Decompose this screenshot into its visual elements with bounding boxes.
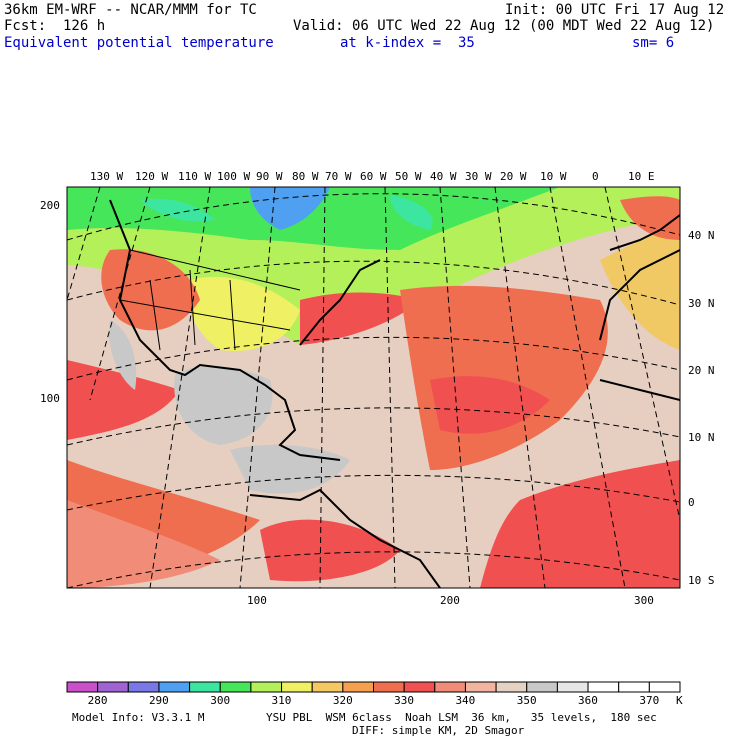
left-tick: 100 xyxy=(40,392,60,405)
legend-label: 350 xyxy=(517,694,537,707)
longitude-labels: 130 W 120 W 110 W 100 W 90 W 80 W 70 W 6… xyxy=(90,170,655,183)
color-legend xyxy=(66,681,681,693)
legend-swatch xyxy=(434,681,466,693)
diffusion-info: DIFF: simple KM, 2D Smagor xyxy=(352,724,525,737)
field-name: Equivalent potential temperature xyxy=(4,35,274,51)
legend-label: 330 xyxy=(394,694,414,707)
latitude-labels: 40 N 30 N 20 N 10 N 0 10 S xyxy=(688,229,715,587)
graticule xyxy=(67,187,680,588)
bottom-tick: 200 xyxy=(440,594,460,607)
init-time: Init: 00 UTC Fri 17 Aug 12 xyxy=(505,2,725,18)
forecast-hour: Fcst: 126 h xyxy=(4,18,106,34)
legend-swatch xyxy=(281,681,313,693)
legend-swatch xyxy=(158,681,191,693)
theta-e-field xyxy=(67,187,680,588)
legend-label: 320 xyxy=(333,694,353,707)
political-boundaries xyxy=(119,249,301,351)
lon-label: 100 W xyxy=(217,170,250,183)
legend-swatch xyxy=(526,681,558,693)
legend-label: 360 xyxy=(578,694,598,707)
lon-label: 10 E xyxy=(628,170,655,183)
smoothing: sm= 6 xyxy=(632,35,675,51)
legend-label: 280 xyxy=(88,694,108,707)
model-title: 36km EM-WRF -- NCAR/MMM for TC xyxy=(4,2,257,18)
lon-label: 10 W xyxy=(540,170,567,183)
legend-swatch xyxy=(618,681,650,693)
legend-swatch xyxy=(373,681,405,693)
lon-label: 50 W xyxy=(395,170,422,183)
legend-labels: 280 290 300 310 320 330 340 350 360 370 xyxy=(88,694,660,707)
lon-label: 70 W xyxy=(325,170,352,183)
legend-unit: K xyxy=(676,694,683,707)
lat-label: 30 N xyxy=(688,297,715,310)
k-index: at k-index = 35 xyxy=(340,35,475,51)
legend-label: 300 xyxy=(210,694,230,707)
legend-swatch xyxy=(250,681,283,693)
lat-label: 0 xyxy=(688,496,695,509)
bottom-tick: 100 xyxy=(247,594,267,607)
legend-swatch xyxy=(342,681,375,693)
legend-swatch xyxy=(464,681,497,693)
lon-label: 0 xyxy=(592,170,599,183)
lon-label: 40 W xyxy=(430,170,457,183)
legend-swatch xyxy=(495,681,528,693)
bottom-tick: 300 xyxy=(634,594,654,607)
legend-swatch xyxy=(66,681,99,693)
legend-swatch xyxy=(587,681,620,693)
legend-swatch xyxy=(648,681,681,693)
legend-label: 310 xyxy=(272,694,292,707)
lon-label: 90 W xyxy=(256,170,283,183)
model-info: Model Info: V3.3.1 M xyxy=(72,711,205,724)
map-frame xyxy=(66,186,681,589)
lat-label: 40 N xyxy=(688,229,715,242)
legend-label: 340 xyxy=(455,694,475,707)
lat-label: 20 N xyxy=(688,364,715,377)
legend-swatch xyxy=(556,681,589,693)
lon-label: 120 W xyxy=(135,170,168,183)
physics-info: YSU PBL WSM 6class Noah LSM 36 km, 35 le… xyxy=(266,711,657,724)
grid-ticks: 200 100 100 200 300 xyxy=(40,199,654,607)
coastlines xyxy=(109,199,680,588)
lon-label: 130 W xyxy=(90,170,123,183)
legend-label: 370 xyxy=(639,694,659,707)
lat-label: 10 N xyxy=(688,431,715,444)
legend-swatch xyxy=(219,681,252,693)
legend-label: 290 xyxy=(149,694,169,707)
legend-swatch xyxy=(189,681,221,693)
legend-swatch xyxy=(127,681,160,693)
legend-swatch xyxy=(97,681,129,693)
lat-label: 10 S xyxy=(688,574,715,587)
lon-label: 80 W xyxy=(292,170,319,183)
valid-time: Valid: 06 UTC Wed 22 Aug 12 (00 MDT Wed … xyxy=(293,18,715,34)
legend-swatch xyxy=(311,681,344,693)
lon-label: 20 W xyxy=(500,170,527,183)
lon-label: 60 W xyxy=(360,170,387,183)
left-tick: 200 xyxy=(40,199,60,212)
legend-swatch xyxy=(403,681,436,693)
lon-label: 30 W xyxy=(465,170,492,183)
lon-label: 110 W xyxy=(178,170,211,183)
